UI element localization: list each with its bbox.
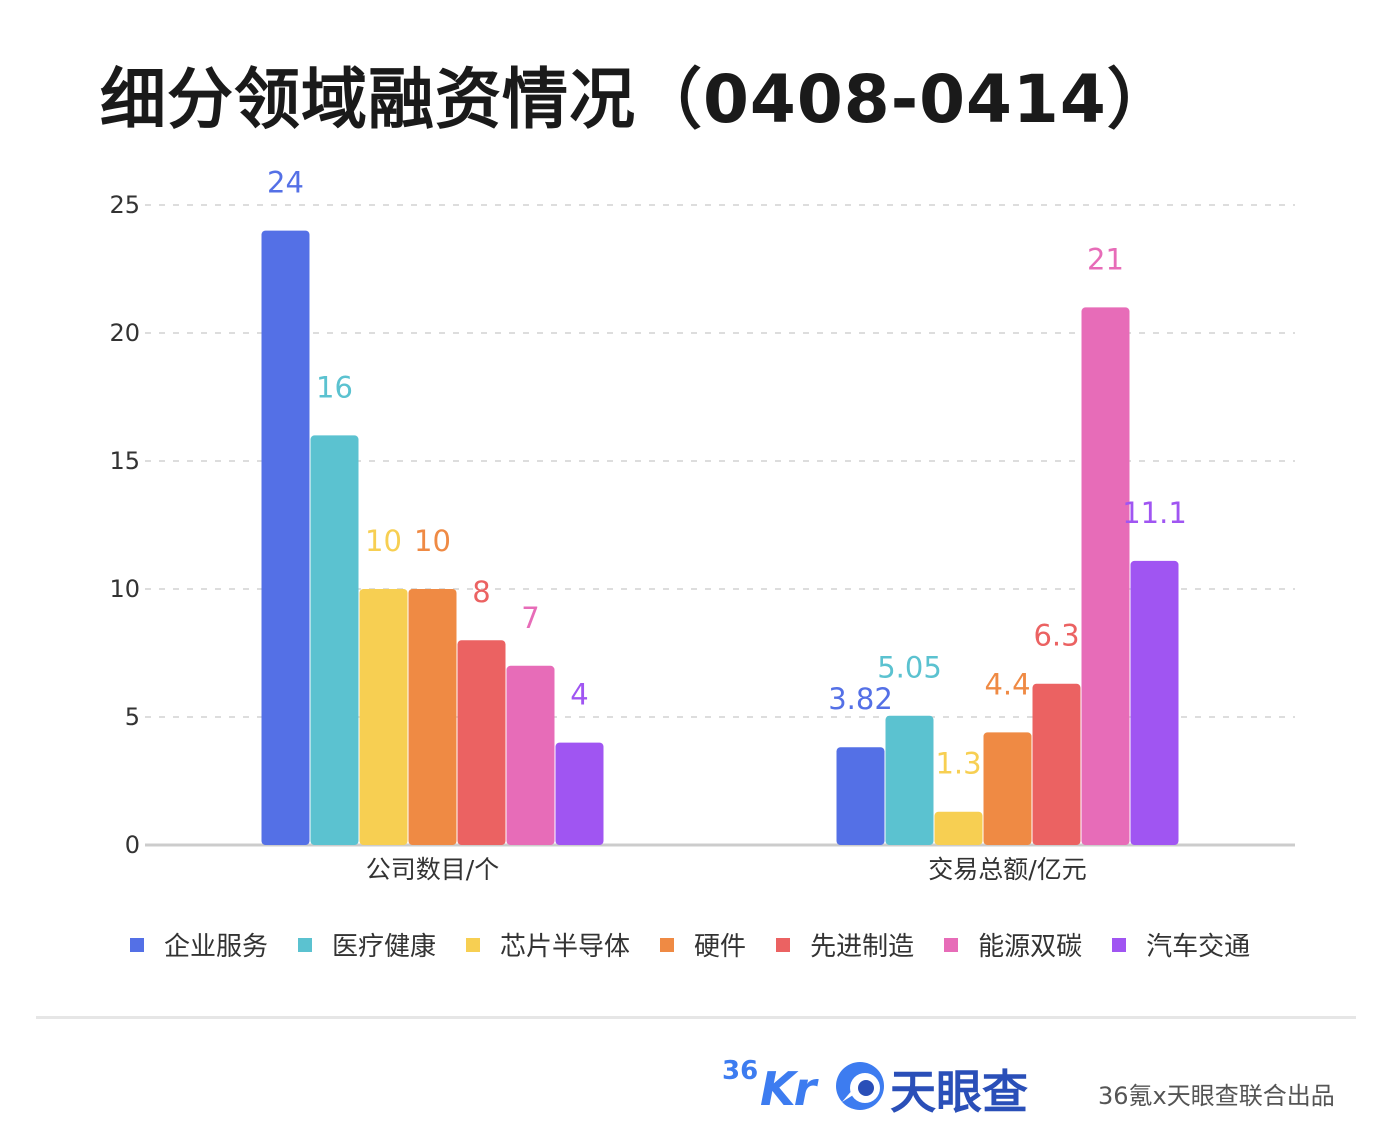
- legend: 企业服务 医疗健康 芯片半导体 硬件 先进制造 能源双碳 汽车交通: [130, 926, 1250, 963]
- bar-value-label: 6.3: [1033, 619, 1079, 653]
- bar-value-label: 24: [267, 166, 304, 200]
- footer-divider: [36, 1016, 1356, 1019]
- legend-label: 硬件: [694, 932, 747, 962]
- legend-label: 汽车交通: [1146, 932, 1251, 962]
- bar: [836, 747, 885, 845]
- bar: [359, 589, 408, 845]
- bar: [885, 715, 934, 845]
- legend-swatch: [660, 937, 675, 952]
- bar-value-label: 5.05: [877, 651, 942, 685]
- legend-swatch: [298, 937, 313, 952]
- bar-value-label: 21: [1087, 242, 1124, 276]
- bar: [310, 435, 359, 845]
- legend-item[interactable]: 硬件: [660, 926, 746, 963]
- bar: [506, 665, 555, 845]
- legend-label: 医疗健康: [332, 932, 437, 962]
- legend-swatch: [944, 937, 959, 952]
- legend-swatch: [776, 937, 791, 952]
- bar: [408, 589, 457, 845]
- legend-item[interactable]: 企业服务: [130, 926, 268, 963]
- y-tick-label: 0: [125, 831, 140, 859]
- bar: [261, 230, 310, 846]
- bar-value-label: 1.3: [935, 747, 981, 781]
- x-axis: 公司数目/个 交易总额/亿元: [366, 855, 1087, 884]
- legend-item[interactable]: 先进制造: [776, 926, 914, 963]
- legend-swatch: [1112, 937, 1127, 952]
- bar: [1081, 307, 1130, 845]
- legend-label: 企业服务: [164, 932, 269, 962]
- bar-value-label: 8: [472, 575, 490, 609]
- logo-36kr-number: 36: [722, 1056, 759, 1086]
- legend-swatch: [466, 937, 481, 952]
- bar-value-label: 4: [570, 678, 588, 712]
- y-tick-label: 10: [109, 575, 140, 603]
- bar: [934, 811, 983, 845]
- legend-label: 先进制造: [810, 932, 915, 962]
- legend-item[interactable]: 汽车交通: [1112, 926, 1250, 963]
- value-labels: 24 16 10 10 87 4 3.825.05 1.3 4.46.3 21 11.1: [267, 166, 1187, 781]
- bar: [1130, 560, 1179, 845]
- legend-label: 芯片半导体: [500, 932, 631, 962]
- legend-item[interactable]: 芯片半导体: [466, 926, 630, 963]
- bar-value-label: 10: [365, 524, 402, 558]
- legend-swatch: [130, 937, 144, 952]
- bar: [1032, 683, 1081, 845]
- bar: [983, 732, 1032, 845]
- bar: [457, 640, 506, 845]
- y-axis: 0 5 10 15 20 25: [109, 191, 140, 859]
- legend-item[interactable]: 能源双碳: [944, 926, 1082, 963]
- x-category-label: 公司数目/个: [366, 855, 499, 884]
- bar-value-label: 16: [316, 370, 353, 404]
- legend-item[interactable]: 医疗健康: [298, 926, 436, 963]
- logo-tianyancha-text: 天眼查: [890, 1065, 1028, 1119]
- bar-value-label: 4.4: [984, 667, 1030, 701]
- footer-credit: 36氪x天眼查联合出品: [1098, 1082, 1335, 1110]
- tianyancha-logo-icon: [836, 1062, 884, 1110]
- bar-value-label: 7: [521, 601, 539, 635]
- y-tick-label: 20: [109, 319, 140, 347]
- chart-title: 细分领域融资情况（0408-0414）: [100, 61, 1174, 138]
- legend-label: 能源双碳: [978, 932, 1083, 962]
- x-category-label: 交易总额/亿元: [928, 855, 1086, 884]
- bar-value-label: 11.1: [1122, 496, 1187, 530]
- y-tick-label: 15: [109, 447, 140, 475]
- bars: [261, 230, 1179, 846]
- logo-36kr-letters: Kr: [760, 1062, 816, 1116]
- y-tick-label: 25: [109, 191, 140, 219]
- bar: [555, 742, 604, 845]
- y-tick-label: 5: [125, 703, 140, 731]
- bar-value-label: 10: [414, 524, 451, 558]
- bar-value-label: 3.82: [828, 682, 893, 716]
